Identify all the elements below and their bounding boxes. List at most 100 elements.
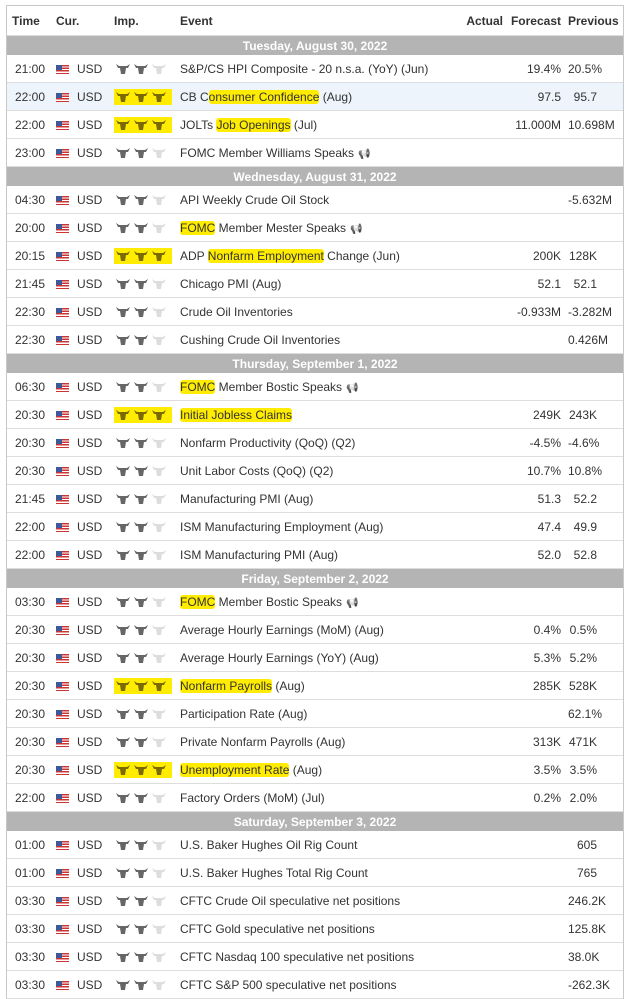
importance-bulls	[114, 949, 172, 965]
us-flag-icon	[56, 896, 69, 906]
event-row[interactable]: 06:30 USD FOMC Member Bostic Speaks 📢	[7, 373, 623, 401]
event-forecast: 200K	[509, 241, 567, 270]
event-forecast	[509, 886, 567, 915]
col-forecast[interactable]: Forecast	[509, 6, 567, 36]
col-actual[interactable]: Actual	[439, 6, 509, 36]
us-flag-icon	[56, 382, 69, 392]
event-name[interactable]: Factory Orders (MoM) (Jul)	[179, 783, 439, 812]
event-name[interactable]: ADP Nonfarm Employment Change (Jun)	[179, 241, 439, 270]
event-name[interactable]: Unit Labor Costs (QoQ) (Q2)	[179, 456, 439, 485]
bull-icon	[152, 334, 166, 346]
col-time[interactable]: Time	[7, 6, 55, 36]
event-actual	[439, 138, 509, 167]
bull-icon	[116, 119, 130, 131]
event-row[interactable]: 22:00 USD ISM Manufacturing PMI (Aug) 52.0 5…	[7, 540, 623, 569]
event-row[interactable]: 04:30 USD API Weekly Crude Oil Stock -5.632…	[7, 186, 623, 214]
event-name[interactable]: CFTC Gold speculative net positions	[179, 914, 439, 943]
event-row[interactable]: 03:30 USD CFTC Crude Oil speculative net p…	[7, 886, 623, 915]
event-name[interactable]: U.S. Baker Hughes Total Rig Count	[179, 858, 439, 887]
event-name[interactable]: Crude Oil Inventories	[179, 297, 439, 326]
bull-icon	[116, 334, 130, 346]
event-row[interactable]: 20:30 USD Unit Labor Costs (QoQ) (Q2) 10.7%…	[7, 456, 623, 485]
event-name[interactable]: Participation Rate (Aug)	[179, 699, 439, 728]
event-row[interactable]: 22:30 USD Cushing Crude Oil Inventories 0.4…	[7, 325, 623, 354]
event-name[interactable]: API Weekly Crude Oil Stock	[179, 186, 439, 214]
event-row[interactable]: 20:30 USD Private Nonfarm Payrolls (Aug) 31…	[7, 727, 623, 756]
event-name[interactable]: CFTC Nasdaq 100 speculative net position…	[179, 942, 439, 971]
event-row[interactable]: 03:30 USD CFTC Gold speculative net positi…	[7, 914, 623, 943]
event-forecast	[509, 914, 567, 943]
event-row[interactable]: 21:45 USD Chicago PMI (Aug) 52.1 52.1	[7, 269, 623, 298]
bull-icon	[152, 680, 166, 692]
bull-icon	[134, 521, 148, 533]
event-previous: 0.5%	[567, 615, 623, 644]
event-forecast	[509, 699, 567, 728]
event-row[interactable]: 20:30 USD Unemployment Rate (Aug) 3.5% 3.5%	[7, 755, 623, 784]
event-row[interactable]: 01:00 USD U.S. Baker Hughes Total Rig Coun…	[7, 858, 623, 887]
col-event[interactable]: Event	[179, 6, 439, 36]
event-forecast	[509, 325, 567, 354]
event-name[interactable]: Nonfarm Payrolls (Aug)	[179, 671, 439, 700]
importance	[113, 970, 179, 999]
event-row[interactable]: 21:00 USD S&P/CS HPI Composite - 20 n.s.a.…	[7, 55, 623, 83]
us-flag-icon	[56, 148, 69, 158]
event-name[interactable]: S&P/CS HPI Composite - 20 n.s.a. (YoY) (…	[179, 55, 439, 83]
event-actual	[439, 858, 509, 887]
event-name[interactable]: Initial Jobless Claims	[179, 400, 439, 429]
event-name[interactable]: Nonfarm Productivity (QoQ) (Q2)	[179, 428, 439, 457]
event-time: 20:00	[7, 213, 55, 242]
event-name[interactable]: Cushing Crude Oil Inventories	[179, 325, 439, 354]
importance	[113, 297, 179, 326]
event-time: 22:00	[7, 512, 55, 541]
event-row[interactable]: 22:00 USD JOLTs Job Openings (Jul) 11.000M 1…	[7, 110, 623, 139]
event-actual	[439, 213, 509, 242]
col-currency[interactable]: Cur.	[55, 6, 113, 36]
event-row[interactable]: 03:30 USD CFTC Nasdaq 100 speculative net …	[7, 942, 623, 971]
event-name[interactable]: U.S. Baker Hughes Oil Rig Count	[179, 831, 439, 859]
event-row[interactable]: 01:00 USD U.S. Baker Hughes Oil Rig Count 6…	[7, 831, 623, 859]
us-flag-icon	[56, 251, 69, 261]
event-row[interactable]: 23:00 USD FOMC Member Williams Speaks 📢	[7, 138, 623, 167]
event-name[interactable]: CFTC S&P 500 speculative net positions	[179, 970, 439, 999]
event-name[interactable]: ISM Manufacturing PMI (Aug)	[179, 540, 439, 569]
event-row[interactable]: 22:00 USD ISM Manufacturing Employment (Au…	[7, 512, 623, 541]
event-row[interactable]: 20:30 USD Average Hourly Earnings (YoY) (A…	[7, 643, 623, 672]
event-row[interactable]: 03:30 USD CFTC S&P 500 speculative net pos…	[7, 970, 623, 999]
bull-icon	[134, 91, 148, 103]
event-name[interactable]: JOLTs Job Openings (Jul)	[179, 110, 439, 139]
event-text: CB C	[180, 89, 209, 104]
event-name[interactable]: FOMC Member Bostic Speaks 📢	[179, 373, 439, 401]
event-actual	[439, 400, 509, 429]
currency-code: USD	[77, 594, 103, 609]
event-name[interactable]: ISM Manufacturing Employment (Aug)	[179, 512, 439, 541]
col-previous[interactable]: Previous	[567, 6, 623, 36]
event-row[interactable]: 20:30 USD Average Hourly Earnings (MoM) (A…	[7, 615, 623, 644]
event-name[interactable]: FOMC Member Williams Speaks 📢	[179, 138, 439, 167]
event-row[interactable]: 20:30 USD Participation Rate (Aug) 62.1%	[7, 699, 623, 728]
event-name[interactable]: Chicago PMI (Aug)	[179, 269, 439, 298]
event-name[interactable]: CB Consumer Confidence (Aug)	[179, 82, 439, 111]
bull-icon	[152, 792, 166, 804]
event-name[interactable]: Unemployment Rate (Aug)	[179, 755, 439, 784]
event-name[interactable]: Average Hourly Earnings (MoM) (Aug)	[179, 615, 439, 644]
event-row[interactable]: 20:00 USD FOMC Member Mester Speaks 📢	[7, 213, 623, 242]
event-name[interactable]: FOMC Member Bostic Speaks 📢	[179, 588, 439, 616]
event-name[interactable]: CFTC Crude Oil speculative net positions	[179, 886, 439, 915]
event-name[interactable]: Private Nonfarm Payrolls (Aug)	[179, 727, 439, 756]
event-row[interactable]: 22:00 USD CB Consumer Confidence (Aug) 97.5…	[7, 82, 623, 111]
event-row[interactable]: 03:30 USD FOMC Member Bostic Speaks 📢	[7, 588, 623, 616]
us-flag-icon	[56, 681, 69, 691]
event-row[interactable]: 22:00 USD Factory Orders (MoM) (Jul) 0.2% 2.…	[7, 783, 623, 812]
event-name[interactable]: Manufacturing PMI (Aug)	[179, 484, 439, 513]
event-row[interactable]: 20:15 USD ADP Nonfarm Employment Change (J…	[7, 241, 623, 270]
event-row[interactable]: 20:30 USD Nonfarm Productivity (QoQ) (Q2) -…	[7, 428, 623, 457]
event-row[interactable]: 22:30 USD Crude Oil Inventories -0.933M -3.2…	[7, 297, 623, 326]
event-row[interactable]: 20:30 USD Initial Jobless Claims 249K 243K	[7, 400, 623, 429]
event-currency: USD	[55, 484, 113, 513]
event-row[interactable]: 20:30 USD Nonfarm Payrolls (Aug) 285K 528K	[7, 671, 623, 700]
bull-icon	[134, 493, 148, 505]
event-row[interactable]: 21:45 USD Manufacturing PMI (Aug) 51.3 52.2	[7, 484, 623, 513]
event-name[interactable]: FOMC Member Mester Speaks 📢	[179, 213, 439, 242]
col-importance[interactable]: Imp.	[113, 6, 179, 36]
event-name[interactable]: Average Hourly Earnings (YoY) (Aug)	[179, 643, 439, 672]
